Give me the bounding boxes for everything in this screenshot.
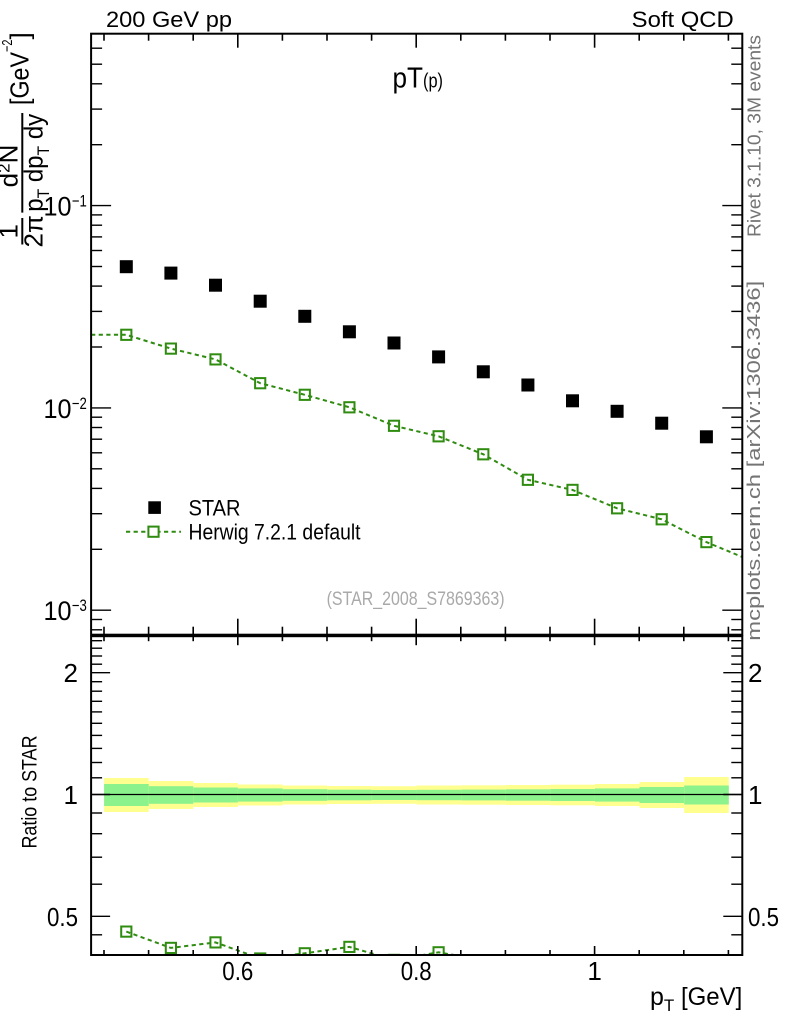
- svg-text:0.6: 0.6: [222, 956, 253, 986]
- svg-text:2: 2: [748, 658, 762, 688]
- svg-text:2: 2: [64, 658, 78, 688]
- svg-text:mcplots.cern.ch [arXiv:1306.34: mcplots.cern.ch [arXiv:1306.3436]: [744, 281, 764, 641]
- svg-text:−2: −2: [72, 395, 87, 413]
- svg-text:0.5: 0.5: [748, 902, 779, 932]
- svg-text:pT: pT: [393, 63, 424, 95]
- svg-text:(STAR_2008_S7869363): (STAR_2008_S7869363): [327, 589, 505, 610]
- svg-text:(p): (p): [423, 70, 443, 93]
- svg-text:Soft QCD: Soft QCD: [632, 7, 734, 32]
- svg-text:2π: 2π: [19, 215, 49, 247]
- svg-text:pT dpT dy: pT dpT dy: [19, 114, 54, 212]
- svg-text:]: ]: [4, 32, 34, 39]
- svg-text:pT [GeV]: pT [GeV]: [650, 983, 742, 1015]
- svg-text:0.8: 0.8: [401, 956, 432, 986]
- svg-text:1: 1: [0, 224, 24, 238]
- svg-text:−2: −2: [0, 40, 16, 53]
- svg-text:10: 10: [44, 596, 72, 626]
- svg-text:10: 10: [44, 394, 72, 424]
- svg-text:−3: −3: [72, 597, 87, 615]
- svg-text:STAR: STAR: [189, 496, 241, 521]
- svg-text:Rivet 3.1.10, 3M events: Rivet 3.1.10, 3M events: [744, 35, 765, 237]
- svg-text:−1: −1: [72, 193, 87, 211]
- svg-text:1: 1: [587, 956, 601, 986]
- svg-text:Ratio to STAR: Ratio to STAR: [18, 736, 42, 849]
- svg-text:Herwig 7.2.1 default: Herwig 7.2.1 default: [189, 520, 361, 545]
- svg-text:10: 10: [44, 192, 72, 222]
- svg-text:[GeV: [GeV: [4, 51, 34, 105]
- svg-text:200 GeV pp: 200 GeV pp: [106, 7, 232, 32]
- svg-text:0.5: 0.5: [47, 902, 78, 932]
- svg-text:1: 1: [748, 780, 762, 810]
- svg-text:d2N: d2N: [0, 145, 24, 188]
- svg-text:1: 1: [64, 780, 78, 810]
